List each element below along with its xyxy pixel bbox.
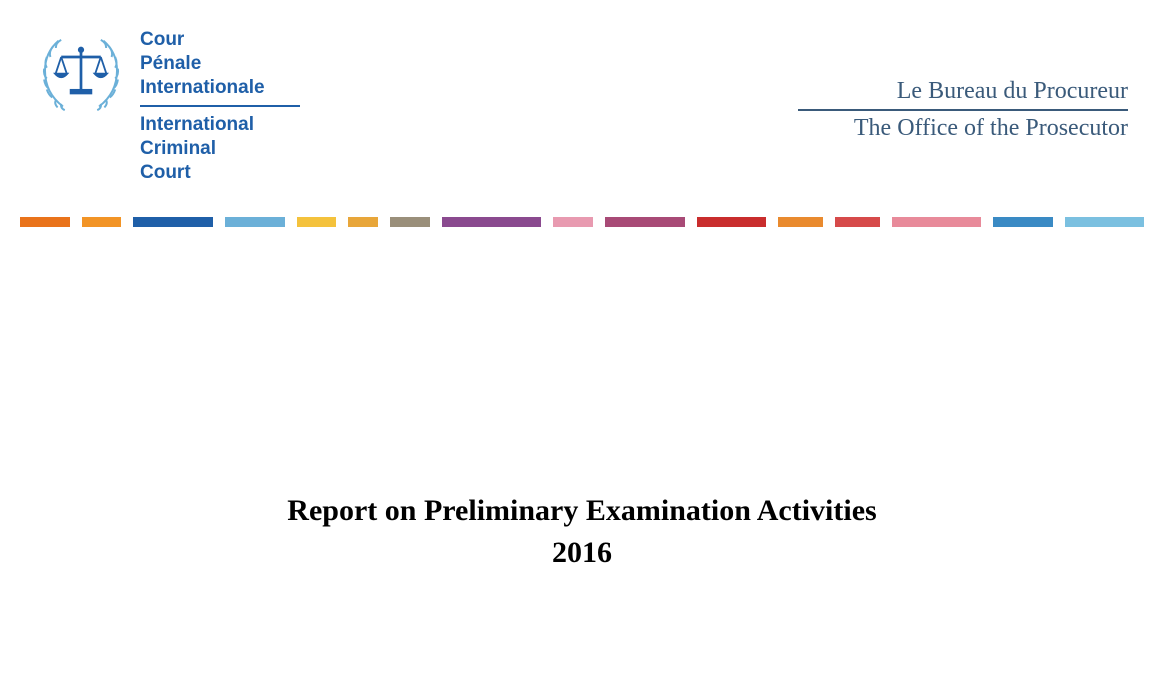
icc-logo-block: Cour Pénale Internationale International…: [36, 28, 300, 185]
office-block: Le Bureau du Procureur The Office of the…: [798, 78, 1128, 142]
strip-segment: [82, 217, 122, 227]
strip-segment: [553, 217, 593, 227]
title-line1: Report on Preliminary Examination Activi…: [0, 490, 1164, 532]
strip-segment: [348, 217, 378, 227]
org-divider: [140, 105, 300, 107]
strip-segment: [835, 217, 880, 227]
office-name-en: The Office of the Prosecutor: [798, 113, 1128, 142]
org-name-fr: Cour Pénale Internationale: [140, 28, 300, 99]
org-en-line3: Court: [140, 161, 300, 185]
strip-segment: [892, 217, 981, 227]
org-en-line1: International: [140, 113, 300, 137]
strip-segment: [297, 217, 337, 227]
office-divider: [798, 109, 1128, 111]
color-strip: [0, 217, 1164, 227]
title-line2: 2016: [0, 532, 1164, 574]
strip-segment: [993, 217, 1053, 227]
document-header: Cour Pénale Internationale International…: [0, 0, 1164, 185]
org-name-en: International Criminal Court: [140, 113, 300, 184]
strip-segment: [605, 217, 685, 227]
icc-scales-logo-icon: [36, 30, 126, 120]
org-fr-line1: Cour: [140, 28, 300, 52]
strip-segment: [1065, 217, 1145, 227]
office-name-fr: Le Bureau du Procureur: [798, 78, 1128, 107]
org-en-line2: Criminal: [140, 137, 300, 161]
org-fr-line2: Pénale: [140, 52, 300, 76]
strip-segment: [225, 217, 285, 227]
org-name-text: Cour Pénale Internationale International…: [140, 28, 300, 185]
strip-segment: [133, 217, 213, 227]
org-fr-line3: Internationale: [140, 76, 300, 100]
strip-segment: [778, 217, 823, 227]
strip-segment: [442, 217, 541, 227]
strip-segment: [390, 217, 430, 227]
strip-segment: [20, 217, 70, 227]
strip-segment: [697, 217, 767, 227]
report-title: Report on Preliminary Examination Activi…: [0, 490, 1164, 574]
